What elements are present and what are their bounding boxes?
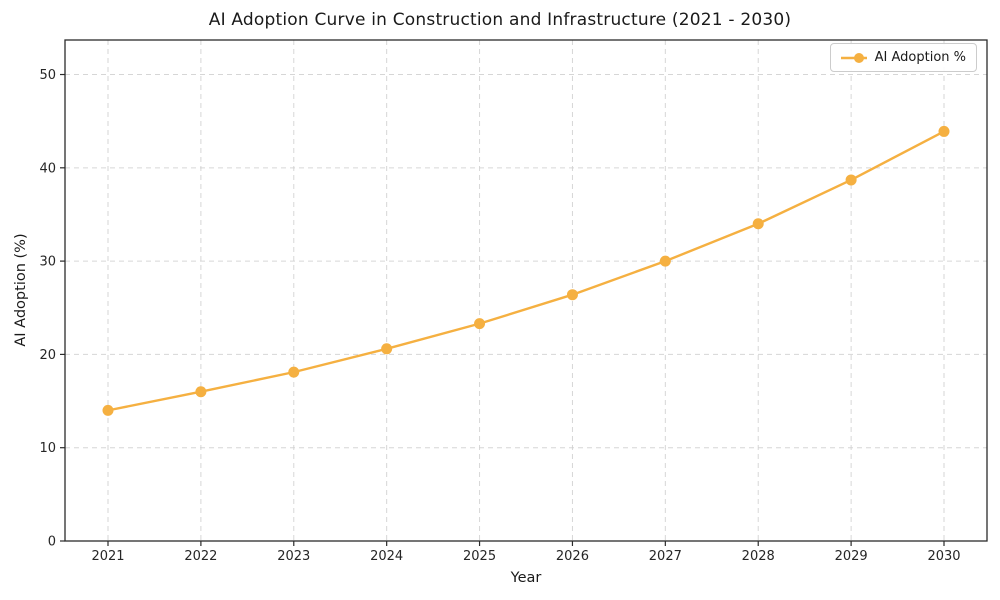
legend: AI Adoption % [830,43,977,72]
y-tick-label: 0 [48,535,56,550]
data-point [102,404,114,416]
x-tick-label: 2023 [277,549,310,564]
x-tick-label: 2024 [370,549,403,564]
data-point [566,289,578,301]
data-series-line [106,130,946,412]
x-tick-label: 2028 [742,549,775,564]
x-tick-label: 2022 [184,549,217,564]
chart-title: AI Adoption Curve in Construction and In… [208,10,792,30]
data-point [288,366,300,378]
x-tick-label: 2029 [835,549,868,564]
data-point [752,218,764,230]
x-tick-label: 2021 [91,549,124,564]
x-tick-label: 2030 [927,549,960,564]
y-tick-label: 50 [39,68,56,83]
x-tick-label: 2025 [463,549,496,564]
plot-border [64,39,988,542]
x-tick-label: 2027 [649,549,682,564]
data-point [195,386,207,398]
y-tick-label: 40 [39,161,56,176]
data-point [845,174,857,186]
y-tick-label: 30 [39,255,56,270]
data-point [474,318,486,330]
legend-label: AI Adoption % [874,50,966,65]
data-point [381,343,393,355]
data-point [659,255,671,267]
data-point [938,125,950,137]
x-axis-label: Year [510,570,542,586]
x-tick-label: 2026 [556,549,589,564]
legend-line-marker-icon [841,52,867,63]
y-tick-label: 10 [39,441,56,456]
y-axis-label: AI Adoption (%) [13,233,29,347]
y-tick-label: 20 [39,348,56,363]
